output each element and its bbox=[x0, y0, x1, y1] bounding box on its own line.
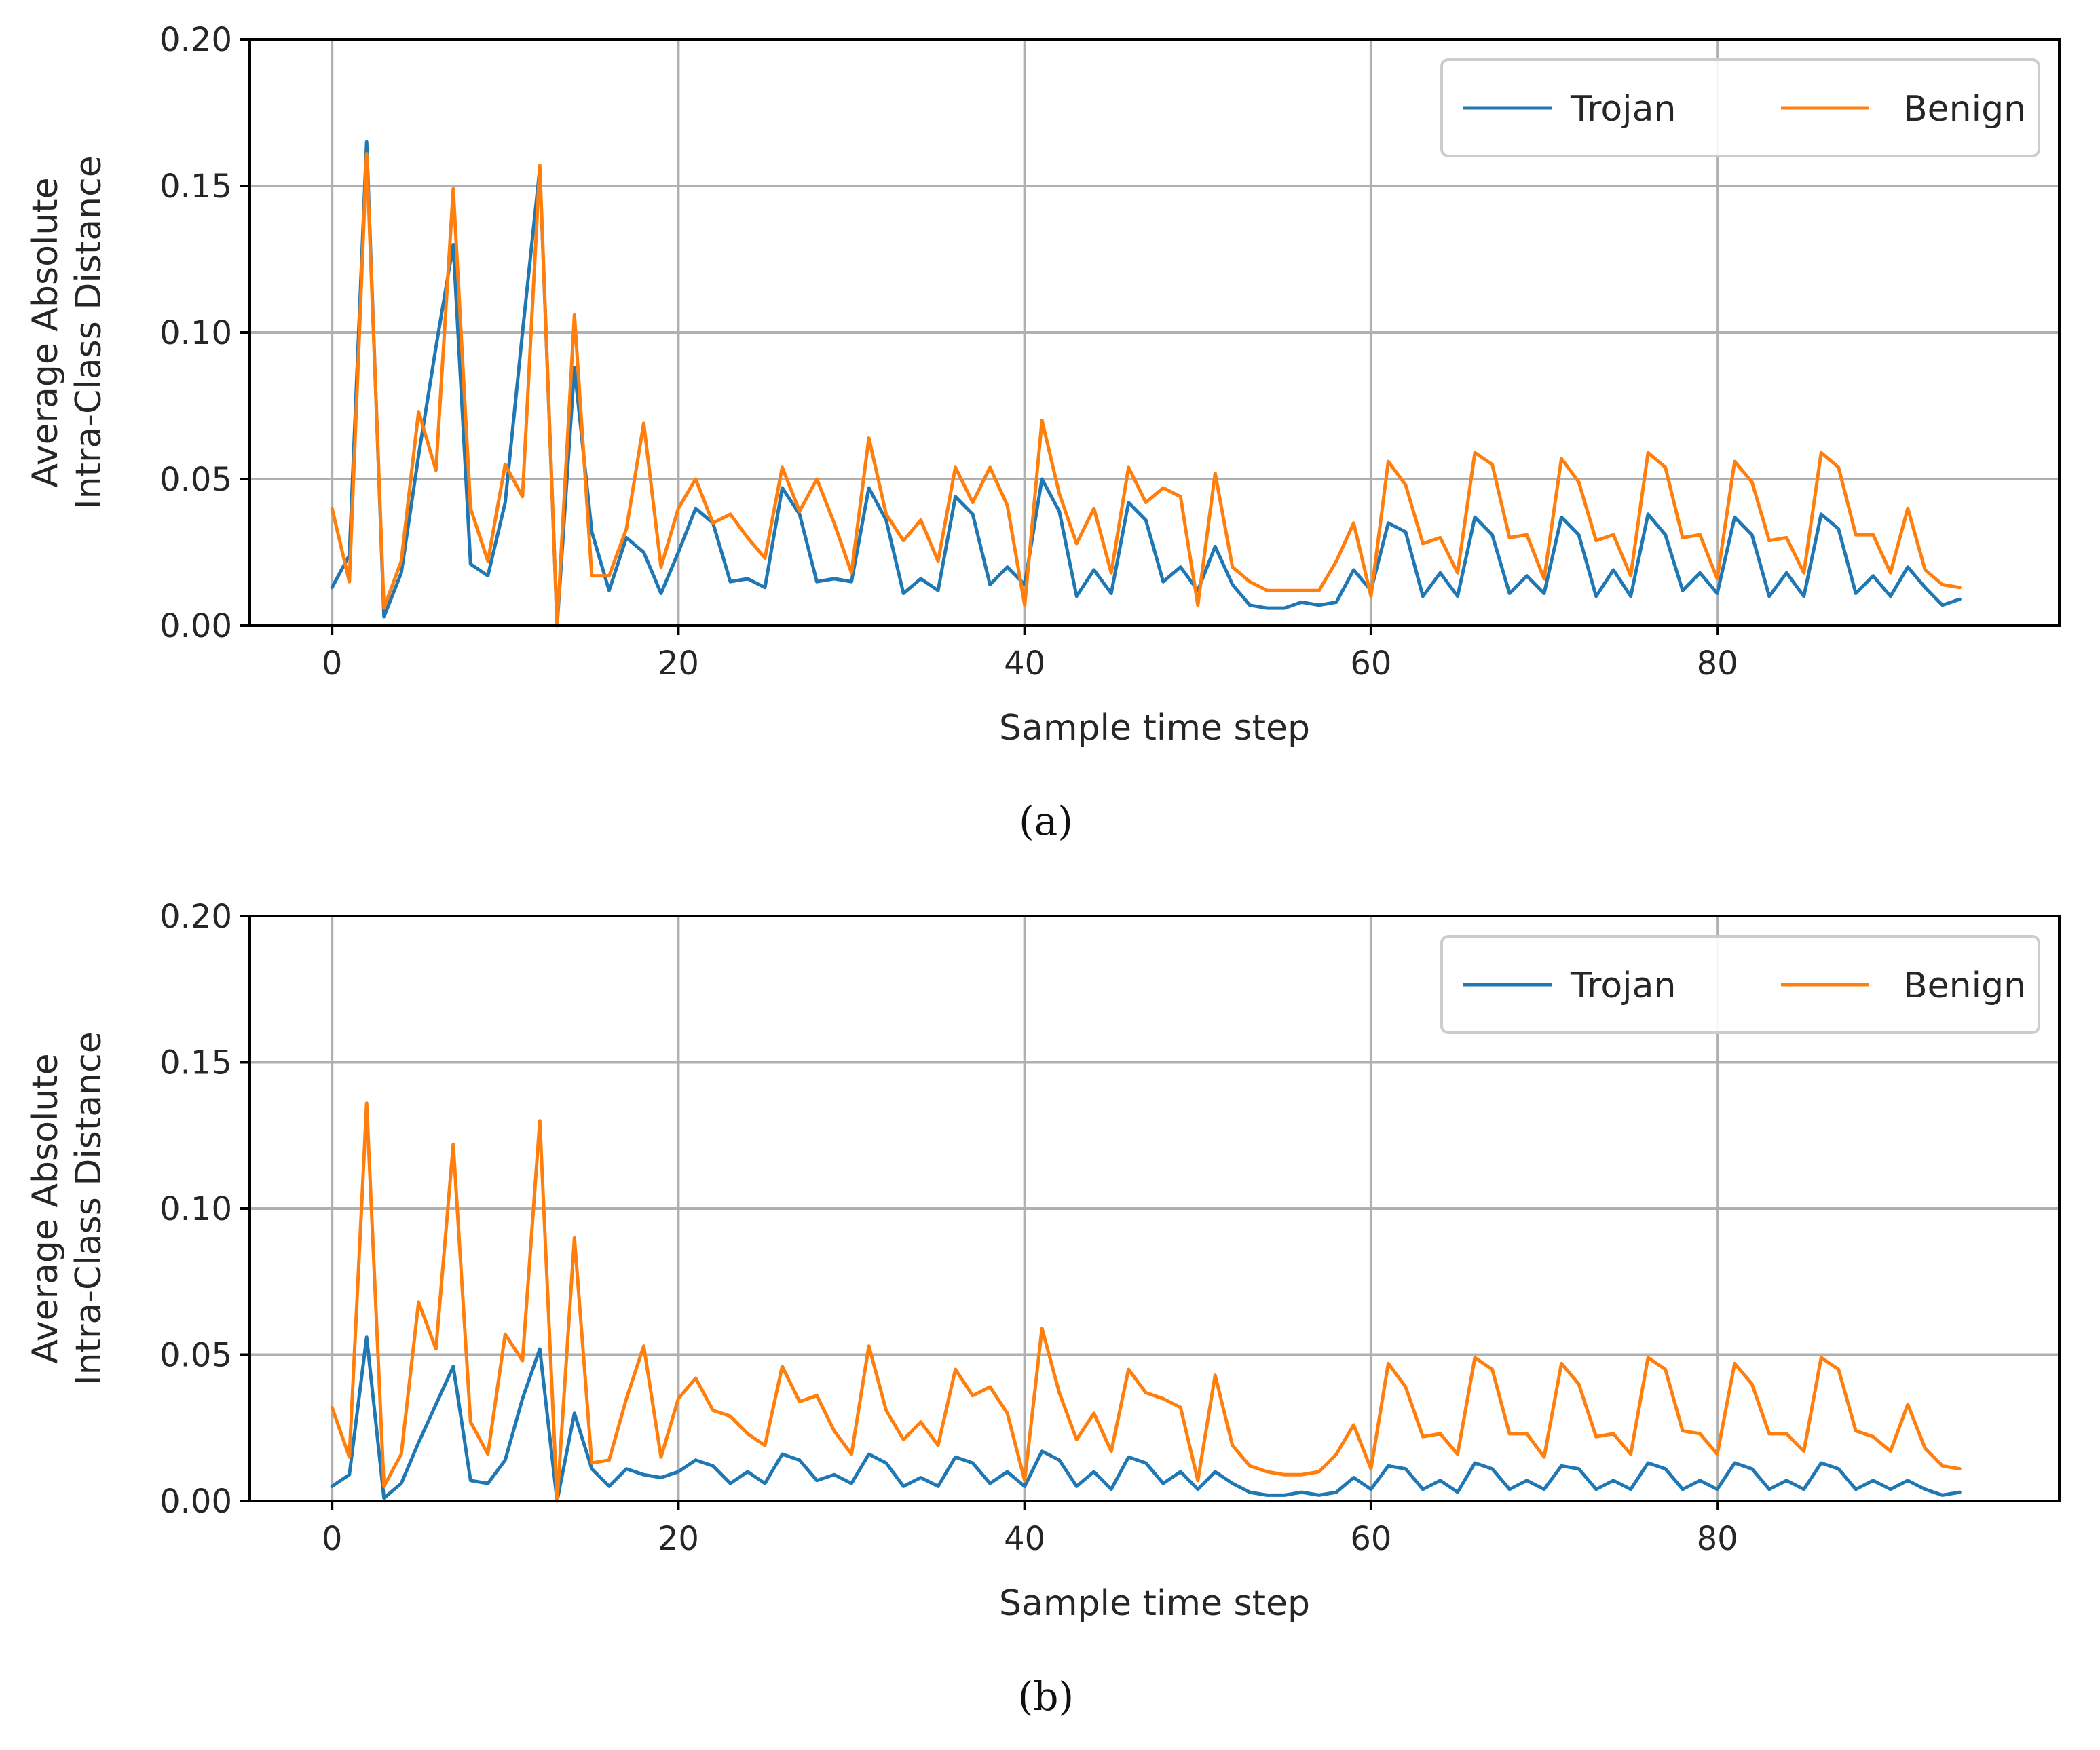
y-axis-label-line-2: Intra-Class Distance bbox=[69, 1031, 109, 1385]
x-tick-label: 0 bbox=[322, 1520, 343, 1558]
series-line-trojan bbox=[330, 140, 1962, 628]
y-tick-label: 0.20 bbox=[160, 898, 232, 936]
x-axis-label: Sample time step bbox=[999, 708, 1310, 748]
chart-panel-a: 0 20 40 60 80 0.00 0.05 0.10 0.15 0.20 Sample ti… bbox=[25, 21, 2061, 844]
y-axis-label-line-1: Average Absolute bbox=[25, 177, 66, 487]
y-tick-label: 0.20 bbox=[160, 21, 232, 59]
panel-caption-a: (a) bbox=[1019, 798, 1073, 844]
y-tick-label: 0.05 bbox=[160, 461, 232, 499]
x-tick-label: 40 bbox=[1004, 1520, 1045, 1558]
x-tick-label: 80 bbox=[1697, 645, 1738, 683]
x-tick-label: 60 bbox=[1350, 1520, 1391, 1558]
y-tick-label: 0.10 bbox=[160, 1190, 232, 1228]
legend-label-trojan: Trojan bbox=[1570, 89, 1676, 130]
panel-caption-b: (b) bbox=[1018, 1673, 1074, 1719]
x-tick-label: 20 bbox=[658, 645, 699, 683]
y-tick-label: 0.00 bbox=[160, 607, 232, 645]
x-ticks: 0 20 40 60 80 bbox=[322, 626, 1738, 683]
y-tick-label: 0.15 bbox=[160, 1044, 232, 1082]
x-tick-label: 40 bbox=[1004, 645, 1045, 683]
legend-label-benign: Benign bbox=[1903, 966, 2026, 1006]
chart-panel-b: 0 20 40 60 80 0.00 0.05 0.10 0.15 0.20 Sample ti… bbox=[25, 898, 2061, 1719]
series-line-benign bbox=[330, 1101, 1962, 1503]
y-axis-label-line-1: Average Absolute bbox=[25, 1053, 66, 1363]
x-tick-label: 80 bbox=[1697, 1520, 1738, 1558]
y-tick-label: 0.00 bbox=[160, 1483, 232, 1521]
series-group bbox=[330, 140, 1962, 628]
y-axis-label-line-2: Intra-Class Distance bbox=[69, 155, 109, 509]
y-tick-label: 0.10 bbox=[160, 314, 232, 352]
x-tick-label: 0 bbox=[322, 645, 343, 683]
x-axis-label: Sample time step bbox=[999, 1583, 1310, 1624]
legend-label-trojan: Trojan bbox=[1570, 966, 1676, 1006]
series-group bbox=[330, 1101, 1962, 1503]
y-tick-label: 0.15 bbox=[160, 168, 232, 206]
legend-box bbox=[1440, 58, 2040, 157]
legend-box bbox=[1440, 935, 2040, 1034]
x-ticks: 0 20 40 60 80 bbox=[322, 1501, 1738, 1558]
series-line-benign bbox=[330, 152, 1962, 628]
y-tick-label: 0.05 bbox=[160, 1337, 232, 1375]
legend: Trojan Benign bbox=[1440, 935, 2040, 1034]
x-tick-label: 20 bbox=[658, 1520, 699, 1558]
series-line-trojan bbox=[330, 1335, 1962, 1503]
legend: Trojan Benign bbox=[1440, 58, 2040, 157]
y-ticks: 0.00 0.05 0.10 0.15 0.20 bbox=[160, 898, 250, 1521]
x-tick-label: 60 bbox=[1350, 645, 1391, 683]
legend-label-benign: Benign bbox=[1903, 89, 2026, 130]
y-ticks: 0.00 0.05 0.10 0.15 0.20 bbox=[160, 21, 250, 645]
